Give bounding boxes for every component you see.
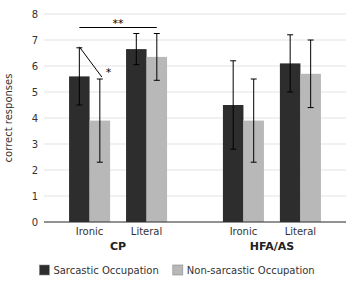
error-bar-cap [287, 34, 293, 35]
legend: Sarcastic Occupation Non-sarcastic Occupa… [39, 265, 314, 276]
x-axis-line [44, 222, 346, 223]
y-tick-label: 8 [32, 9, 38, 20]
legend-label: Sarcastic Occupation [53, 265, 158, 276]
error-bar-cap [230, 149, 236, 150]
error-bar-cap [308, 40, 314, 41]
y-tick-label: 3 [32, 139, 38, 150]
error-bar-cap [133, 64, 139, 65]
error-bar [308, 40, 314, 108]
y-tick-label: 1 [32, 191, 38, 202]
significance-star: * [106, 66, 112, 79]
error-bar-cap [97, 79, 103, 80]
grid-line [44, 14, 346, 15]
error-bar-stem [136, 34, 137, 65]
y-tick-label: 0 [32, 217, 38, 228]
x-tick-label: Literal [131, 226, 162, 237]
plot-area [69, 34, 321, 223]
error-bar-cap [154, 33, 160, 34]
y-tick-label: 4 [32, 113, 38, 124]
y-axis-label: correct responses [3, 74, 14, 163]
error-bar-stem [233, 61, 234, 149]
bar [126, 49, 147, 222]
error-bar [133, 34, 139, 65]
error-bar-stem [79, 48, 80, 105]
significance-star: ** [113, 17, 125, 30]
y-tick-label: 6 [32, 61, 38, 72]
error-bar-cap [251, 79, 257, 80]
legend-label: Non-sarcastic Occupation [187, 265, 315, 276]
grid-line [44, 66, 346, 67]
x-tick-label: Ironic [76, 226, 104, 237]
y-tick-label: 7 [32, 35, 38, 46]
error-bar [97, 79, 103, 162]
error-bar-cap [230, 60, 236, 61]
x-tick-label: Ironic [230, 226, 258, 237]
error-bar [230, 61, 236, 149]
group-label: HFA/AS [250, 240, 295, 253]
legend-swatch [173, 265, 183, 275]
error-bar [76, 48, 82, 105]
bar [147, 57, 168, 222]
error-bar-cap [154, 80, 160, 81]
error-bar-cap [287, 92, 293, 93]
group-label: CP [110, 240, 126, 253]
error-bar-stem [253, 79, 254, 162]
error-bar-cap [76, 105, 82, 106]
error-bar [287, 35, 293, 92]
error-bar-stem [156, 34, 157, 81]
error-bar-stem [290, 35, 291, 92]
error-bar [251, 79, 257, 162]
error-bar-cap [133, 33, 139, 34]
error-bar-stem [310, 40, 311, 108]
error-bar-cap [251, 162, 257, 163]
error-bar-cap [97, 162, 103, 163]
grid-line [44, 222, 346, 223]
y-tick-label: 5 [32, 87, 38, 98]
legend-swatch [39, 265, 49, 275]
x-tick-label: Literal [285, 226, 316, 237]
significance-line [79, 47, 102, 77]
error-bar-cap [308, 107, 314, 108]
grid-line [44, 40, 346, 41]
error-bar [154, 34, 160, 81]
error-bar-stem [99, 79, 100, 162]
y-tick-label: 2 [32, 165, 38, 176]
